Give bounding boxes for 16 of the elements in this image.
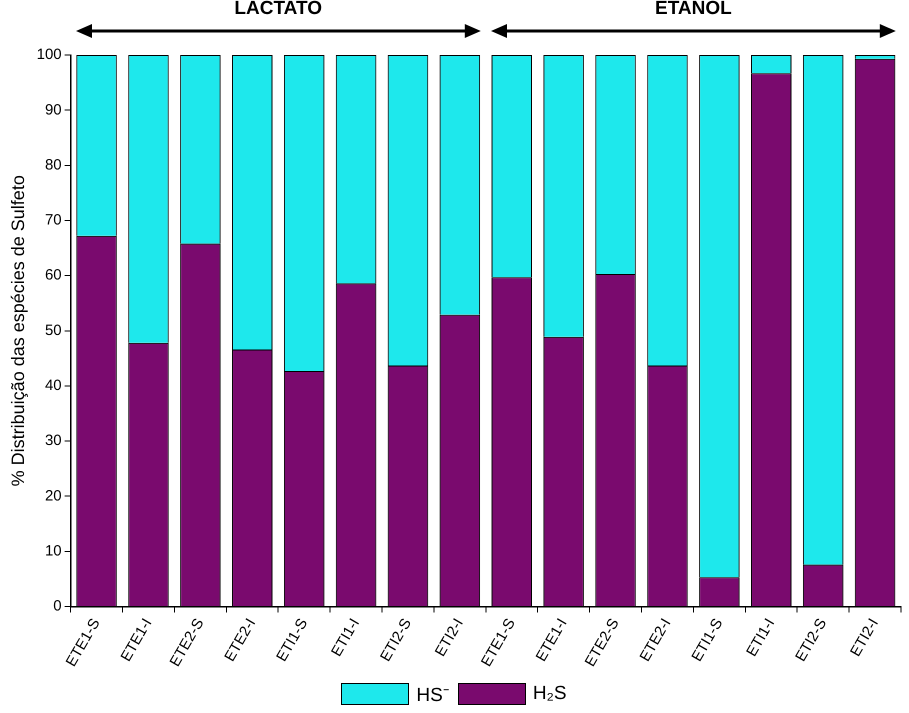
y-tick-label: 30 bbox=[44, 432, 62, 450]
y-tick-label: 60 bbox=[44, 266, 62, 284]
y-tick-label: 40 bbox=[44, 377, 62, 394]
legend-label: HS⁻ bbox=[416, 684, 449, 707]
y-tick-label: 100 bbox=[36, 46, 62, 64]
y-tick-label: 70 bbox=[44, 212, 62, 229]
y-tick-label: 20 bbox=[44, 487, 62, 504]
text: ETANOL bbox=[655, 0, 732, 20]
y-tick-label: 50 bbox=[44, 322, 62, 339]
text: LACTATO bbox=[234, 0, 322, 20]
y-tick-label: 10 bbox=[44, 542, 62, 560]
y-tick-label: 80 bbox=[44, 156, 62, 174]
y-tick-label: 0 bbox=[53, 598, 62, 615]
y-axis-title: % Distribuição das espécies de Sulfeto bbox=[8, 175, 28, 486]
legend-label: H₂S bbox=[532, 683, 567, 705]
y-tick-label: 90 bbox=[44, 101, 62, 118]
